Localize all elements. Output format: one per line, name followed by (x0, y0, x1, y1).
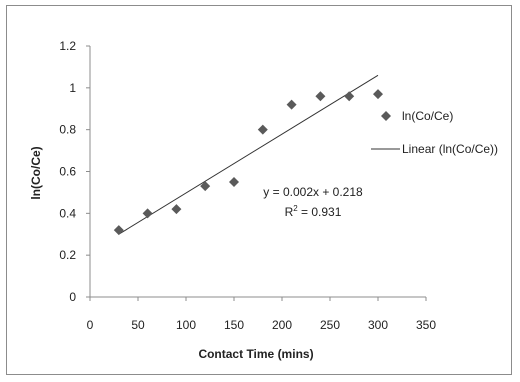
data-point (286, 99, 297, 110)
data-point (229, 176, 239, 187)
r2-prefix: R (285, 205, 294, 219)
x-tick-label: 250 (320, 318, 340, 332)
legend-diamond-marker (381, 111, 391, 121)
data-point (171, 204, 182, 215)
x-tick-label: 0 (87, 318, 94, 332)
data-points (113, 89, 383, 236)
data-point (200, 181, 211, 192)
x-tick-label: 300 (368, 318, 388, 332)
data-point (373, 89, 383, 100)
x-axis-title: Contact Time (mins) (198, 347, 313, 361)
y-ticks: 0 0.2 0.4 0.6 0.8 1 1.2 (59, 39, 90, 304)
data-point (113, 225, 124, 236)
x-tick-label: 100 (176, 318, 196, 332)
y-tick-label: 0.6 (59, 165, 76, 179)
y-tick-label: 0.4 (59, 206, 76, 220)
x-tick-label: 350 (416, 318, 436, 332)
axes (89, 46, 426, 298)
r2-superscript: 2 (293, 204, 298, 213)
legend: ln(Co/Ce) Linear (ln(Co/Ce)) (371, 109, 498, 156)
y-tick-label: 0 (69, 290, 76, 304)
data-point (315, 91, 326, 102)
x-tick-label: 50 (131, 318, 145, 332)
data-point (142, 208, 153, 219)
y-axis-title: ln(Co/Ce) (29, 146, 43, 199)
r2-value: = 0.931 (298, 205, 342, 219)
linear-trendline (118, 74, 379, 235)
x-tick-label: 150 (224, 318, 244, 332)
legend-series-label: ln(Co/Ce) (402, 109, 453, 123)
data-point (344, 91, 355, 102)
trendline-equation: y = 0.002x + 0.218 (263, 185, 363, 199)
y-tick-label: 0.2 (59, 248, 76, 262)
y-tick-label: 1.2 (59, 39, 76, 53)
x-ticks: 0 50 100 150 200 250 300 350 (87, 297, 436, 332)
y-tick-label: 1 (69, 81, 76, 95)
r-squared-label: R2 = 0.931 (285, 204, 342, 219)
data-point (257, 124, 268, 135)
x-tick-label: 200 (272, 318, 292, 332)
y-tick-label: 0.8 (59, 123, 76, 137)
trendline-group (118, 74, 379, 235)
legend-trendline-label: Linear (ln(Co/Ce)) (402, 142, 498, 156)
